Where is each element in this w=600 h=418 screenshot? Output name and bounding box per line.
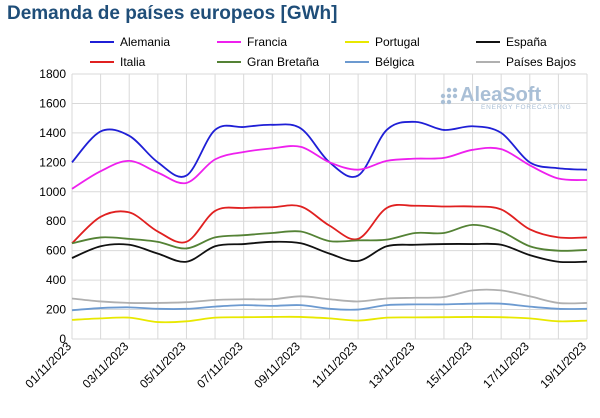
gridlines: [71, 73, 588, 340]
series-line-espana: [71, 240, 588, 264]
chart-title: Demanda de países europeos [GWh]: [7, 3, 338, 24]
x-tick-label: 13/11/2023: [366, 339, 418, 391]
legend-item-francia: Francia: [217, 35, 287, 49]
series-line-belgica: [71, 302, 588, 312]
legend-item-italia: Italia: [90, 55, 146, 69]
logo-name: AleaSoft: [460, 84, 541, 106]
y-axis-ticks: 0 200 400 600 800 1000 1200 1400 1600 1800: [39, 67, 66, 346]
y-tick-label: 200: [46, 303, 66, 317]
series-line-portugal: [71, 315, 588, 324]
x-tick-label: 19/11/2023: [537, 339, 589, 391]
y-tick-label: 1600: [39, 96, 66, 110]
legend-item-alemania: Alemania: [90, 35, 170, 49]
x-tick-label: 07/11/2023: [194, 339, 246, 391]
legend-item-paises-bajos: Países Bajos: [476, 55, 576, 69]
series-line-italia: [71, 203, 588, 244]
legend-label: Francia: [247, 35, 287, 49]
series-line-francia: [71, 145, 588, 190]
series-line-gran-bretana: [71, 224, 588, 252]
legend-label: Portugal: [375, 35, 420, 49]
x-axis-ticks: 01/11/2023 03/11/2023 05/11/2023 07/11/2023…: [22, 339, 589, 391]
y-tick-label: 0: [59, 332, 66, 346]
y-tick-label: 400: [46, 273, 66, 287]
aleasoft-logo: AleaSoft ENERGY FORECASTING: [440, 84, 572, 111]
legend-label: Bélgica: [375, 55, 415, 69]
legend: Alemania Francia Portugal España Italia Gran …: [90, 35, 576, 69]
series-line-paises-bajos: [71, 288, 588, 305]
logo-tagline: ENERGY FORECASTING: [481, 104, 572, 111]
x-tick-label: 15/11/2023: [423, 339, 475, 391]
legend-label: Países Bajos: [506, 55, 576, 69]
x-tick-label: 05/11/2023: [137, 339, 189, 391]
x-tick-label: 03/11/2023: [80, 339, 132, 391]
y-tick-label: 1200: [39, 155, 66, 169]
x-tick-label: 01/11/2023: [22, 339, 74, 391]
series-lines: [71, 120, 588, 324]
legend-item-espana: España: [476, 35, 547, 49]
y-tick-label: 1000: [39, 185, 66, 199]
y-tick-label: 600: [46, 244, 66, 258]
legend-item-portugal: Portugal: [345, 35, 420, 49]
legend-label: Italia: [120, 55, 146, 69]
logo-icon: [440, 87, 458, 105]
legend-label: España: [506, 35, 547, 49]
y-tick-label: 1400: [39, 126, 66, 140]
x-tick-label: 17/11/2023: [480, 339, 532, 391]
x-tick-label: 09/11/2023: [251, 339, 303, 391]
legend-item-gran-bretana: Gran Bretaña: [217, 55, 319, 69]
x-tick-label: 11/11/2023: [309, 339, 360, 390]
legend-item-belgica: Bélgica: [345, 55, 415, 69]
y-tick-label: 1800: [39, 67, 66, 81]
legend-label: Gran Bretaña: [247, 55, 319, 69]
legend-label: Alemania: [120, 35, 170, 49]
y-tick-label: 800: [46, 214, 66, 228]
